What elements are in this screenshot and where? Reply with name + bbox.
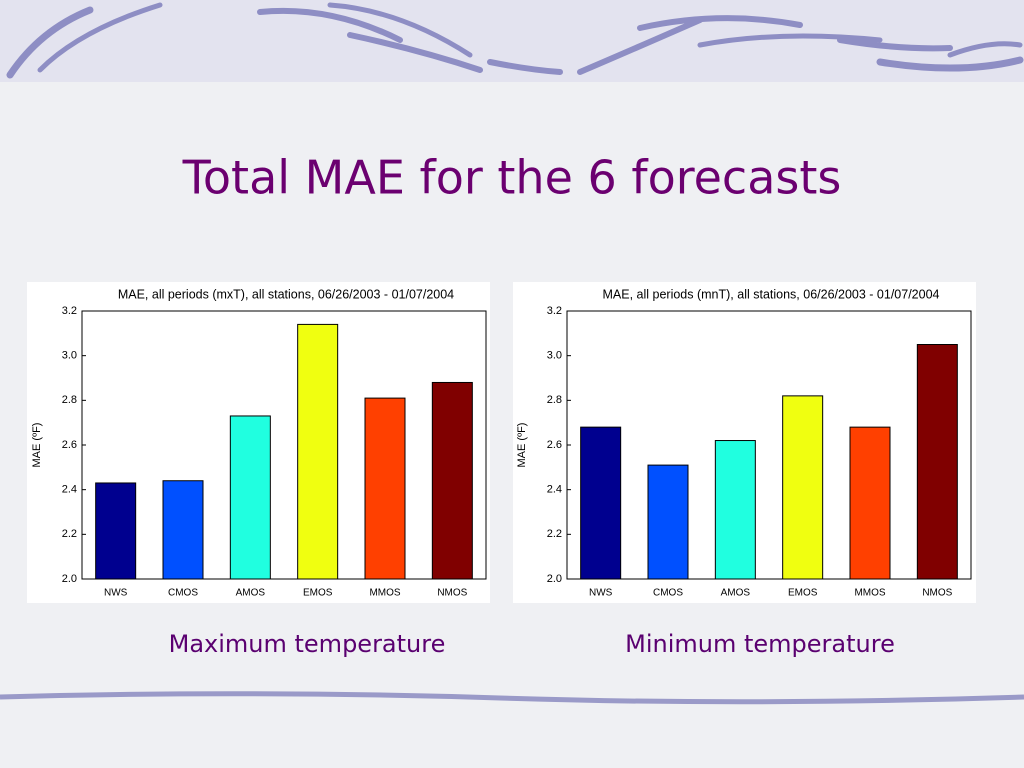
- banner-strokes: [6, 2, 1024, 79]
- x-tick-label: AMOS: [721, 588, 751, 599]
- chart: MAE, all periods (mxT), all stations, 06…: [27, 282, 490, 603]
- bar: [714, 440, 756, 580]
- bar: [580, 426, 622, 580]
- x-tick-label: MMOS: [369, 588, 400, 599]
- x-tick-label: NWS: [104, 588, 128, 599]
- divider: [0, 691, 1024, 705]
- bar: [647, 464, 689, 580]
- bar: [431, 381, 473, 580]
- x-tick-label: NMOS: [922, 588, 952, 599]
- y-tick-label: 2.6: [62, 439, 77, 451]
- x-tick-label: CMOS: [653, 588, 683, 599]
- y-tick-label: 3.0: [62, 350, 77, 362]
- chart: MAE, all periods (mnT), all stations, 06…: [513, 282, 976, 603]
- chart-title: MAE, all periods (mnT), all stations, 06…: [603, 287, 940, 301]
- y-tick-label: 2.2: [62, 528, 77, 540]
- x-tick-label: MMOS: [854, 588, 885, 599]
- bar: [229, 415, 271, 580]
- y-tick-label: 2.4: [62, 484, 77, 496]
- x-tick-label: AMOS: [236, 588, 266, 599]
- bar: [364, 397, 406, 580]
- y-tick-label: 3.2: [62, 305, 77, 317]
- x-tick-label: EMOS: [788, 588, 818, 599]
- bar: [297, 323, 339, 580]
- x-tick-label: NWS: [589, 588, 613, 599]
- bar: [849, 426, 891, 580]
- y-axis-label: MAE (ºF): [31, 423, 43, 468]
- x-tick-label: NMOS: [437, 588, 467, 599]
- x-tick-label: EMOS: [303, 588, 333, 599]
- bar: [95, 482, 137, 580]
- y-tick-label: 3.0: [547, 350, 562, 362]
- y-tick-label: 2.2: [547, 528, 562, 540]
- bar: [916, 344, 958, 580]
- x-tick-label: CMOS: [168, 588, 198, 599]
- y-tick-label: 2.0: [547, 573, 562, 585]
- y-tick-label: 2.8: [62, 394, 77, 406]
- caption: Minimum temperature: [625, 630, 895, 658]
- y-axis-label: MAE (ºF): [516, 423, 528, 468]
- slide-title: Total MAE for the 6 forecasts: [182, 151, 842, 205]
- y-tick-label: 2.8: [547, 394, 562, 406]
- y-tick-label: 2.6: [547, 439, 562, 451]
- y-tick-label: 2.4: [547, 484, 562, 496]
- bar: [782, 395, 824, 580]
- y-tick-label: 2.0: [62, 573, 77, 585]
- y-tick-label: 3.2: [547, 305, 562, 317]
- caption: Maximum temperature: [169, 630, 446, 658]
- chart-title: MAE, all periods (mxT), all stations, 06…: [118, 287, 454, 301]
- bar: [162, 480, 204, 580]
